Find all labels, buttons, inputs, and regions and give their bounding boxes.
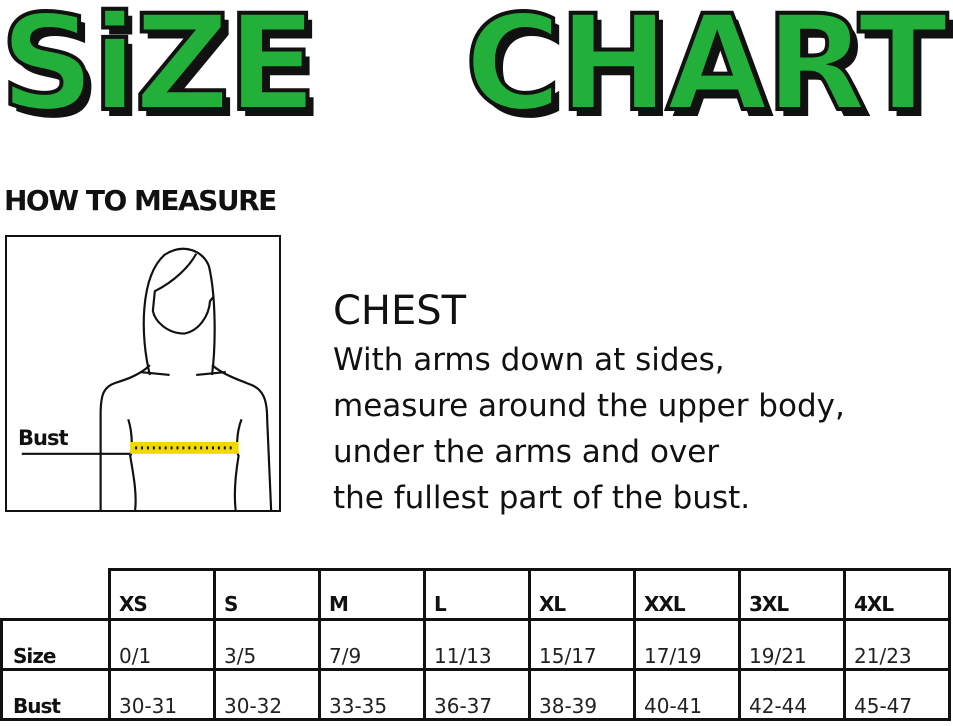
table-row: Bust 30-31 30-32 33-35 36-37 38-39 40-41… bbox=[0, 668, 951, 721]
row-label: Bust bbox=[0, 668, 111, 721]
table-cell: 40-41 bbox=[633, 668, 741, 721]
size-header: XXL bbox=[633, 568, 741, 621]
size-header: S bbox=[213, 568, 321, 621]
table-cell: 0/1 bbox=[108, 618, 216, 671]
table-cell: 30-31 bbox=[108, 668, 216, 721]
chest-heading: CHEST bbox=[333, 288, 467, 334]
table-cell: 17/19 bbox=[633, 618, 741, 671]
table-cell: 21/23 bbox=[843, 618, 951, 671]
table-cell: 33-35 bbox=[318, 668, 426, 721]
size-header: XS bbox=[108, 568, 216, 621]
table-cell: 19/21 bbox=[738, 618, 846, 671]
how-to-measure-heading: HOW TO MEASURE bbox=[4, 184, 277, 217]
size-chart-title: SiZE CHART bbox=[0, 0, 950, 141]
table-cell: 3/5 bbox=[213, 618, 321, 671]
chest-instruction-line: With arms down at sides, bbox=[333, 342, 725, 378]
table-cell: 36-37 bbox=[423, 668, 531, 721]
size-header: M bbox=[318, 568, 426, 621]
chest-instruction-line: measure around the upper body, bbox=[333, 388, 845, 424]
table-cell: 7/9 bbox=[318, 618, 426, 671]
woman-figure-icon bbox=[21, 247, 273, 510]
title-word-size: SiZE bbox=[0, 0, 319, 141]
measurement-illustration: Bust bbox=[5, 235, 281, 512]
table-cell: 45-47 bbox=[843, 668, 951, 721]
size-header: 3XL bbox=[738, 568, 846, 621]
size-header: L bbox=[423, 568, 531, 621]
chest-instruction-line: the fullest part of the bust. bbox=[333, 480, 751, 516]
title-word-chart: CHART bbox=[463, 0, 950, 141]
table-cell: 11/13 bbox=[423, 618, 531, 671]
row-label: Size bbox=[0, 618, 111, 671]
table-cell: 30-32 bbox=[213, 668, 321, 721]
table-header-row: XS S M L XL XXL 3XL 4XL bbox=[1, 568, 951, 621]
chest-instruction-line: under the arms and over bbox=[333, 434, 720, 470]
size-header: XL bbox=[528, 568, 636, 621]
table-cell: 42-44 bbox=[738, 668, 846, 721]
size-table: XS S M L XL XXL 3XL 4XL Size 0/1 3/5 7/9… bbox=[0, 568, 951, 721]
bust-label: Bust bbox=[18, 426, 68, 450]
table-cell: 15/17 bbox=[528, 618, 636, 671]
size-header: 4XL bbox=[843, 568, 951, 621]
table-corner bbox=[1, 569, 111, 621]
table-cell: 38-39 bbox=[528, 668, 636, 721]
table-row: Size 0/1 3/5 7/9 11/13 15/17 17/19 19/21… bbox=[0, 618, 951, 671]
